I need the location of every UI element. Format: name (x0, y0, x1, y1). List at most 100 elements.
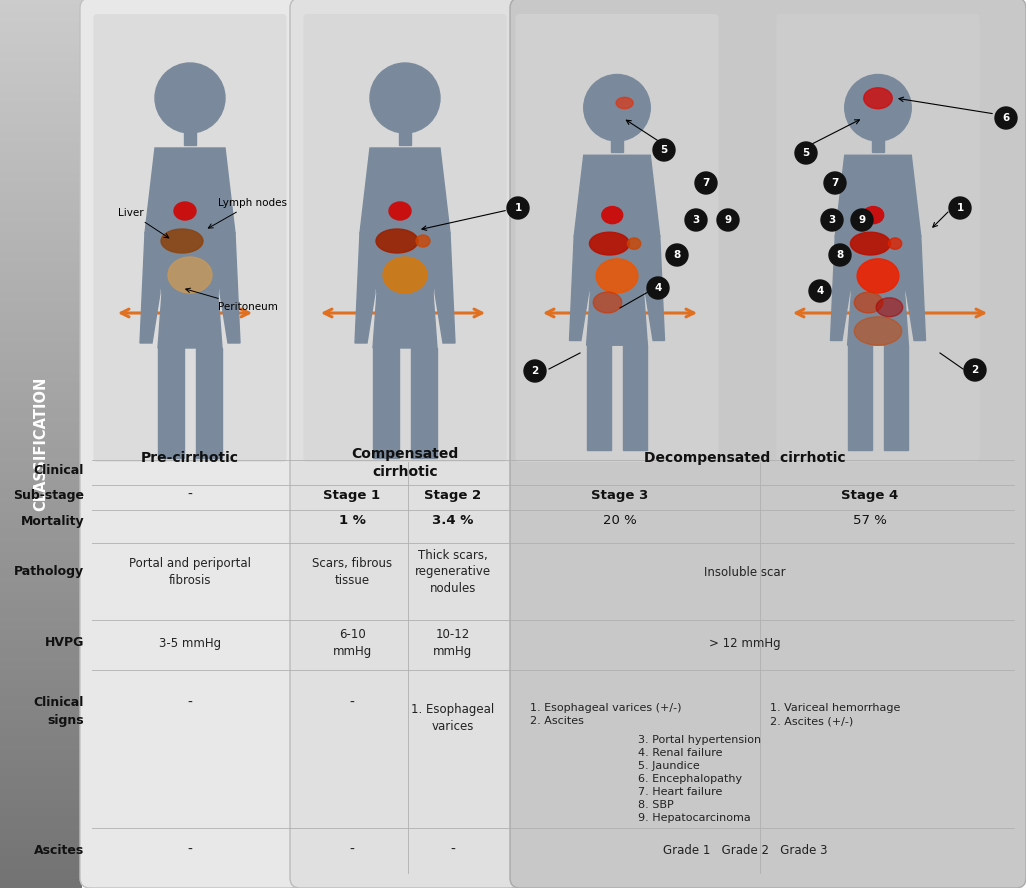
Text: Stage 2: Stage 2 (425, 488, 481, 502)
Text: -: - (188, 843, 193, 857)
Text: Decompensated  cirrhotic: Decompensated cirrhotic (644, 451, 845, 465)
Bar (0, 147, 82, 151)
Bar (0, 835, 82, 839)
Bar (872, 135, 883, 153)
Text: 2: 2 (972, 365, 979, 375)
Bar (0, 182, 82, 186)
Bar (0, 773, 82, 777)
Bar (0, 741, 82, 746)
Bar (0, 4, 82, 9)
Circle shape (695, 172, 717, 194)
Text: Stage 3: Stage 3 (591, 488, 648, 502)
Bar (399, 127, 411, 145)
Text: Grade 1   Grade 2   Grade 3: Grade 1 Grade 2 Grade 3 (663, 844, 827, 857)
Bar (0, 493, 82, 497)
Bar (0, 733, 82, 737)
Bar (0, 821, 82, 826)
Bar (0, 218, 82, 222)
Text: HVPG: HVPG (44, 637, 84, 649)
Bar (0, 71, 82, 75)
Bar (0, 586, 82, 591)
Polygon shape (575, 155, 660, 293)
Bar (0, 613, 82, 617)
Ellipse shape (855, 317, 902, 345)
Bar (0, 138, 82, 142)
Ellipse shape (593, 292, 622, 313)
Bar (0, 107, 82, 111)
Bar (0, 49, 82, 53)
Bar (0, 360, 82, 364)
Bar (0, 484, 82, 488)
Bar (0, 102, 82, 107)
Bar (0, 679, 82, 684)
Bar (0, 804, 82, 808)
Bar (0, 750, 82, 755)
Text: Lymph nodes: Lymph nodes (208, 198, 287, 228)
Circle shape (524, 360, 546, 382)
Bar (0, 724, 82, 728)
Circle shape (666, 244, 688, 266)
Polygon shape (355, 233, 374, 343)
Bar (0, 164, 82, 169)
Polygon shape (158, 293, 222, 348)
Text: Clinical: Clinical (34, 464, 84, 477)
Circle shape (824, 172, 846, 194)
Bar (0, 817, 82, 821)
Text: 1: 1 (956, 203, 963, 213)
Bar (0, 115, 82, 120)
Bar (0, 382, 82, 386)
Text: 1: 1 (514, 203, 521, 213)
Ellipse shape (161, 229, 203, 253)
Bar (0, 462, 82, 466)
Text: CLASSIFICATION: CLASSIFICATION (34, 377, 48, 511)
Bar (0, 200, 82, 204)
Bar (0, 790, 82, 795)
Bar (0, 666, 82, 670)
Text: 57 %: 57 % (853, 514, 886, 527)
Bar (0, 813, 82, 817)
Circle shape (584, 75, 650, 141)
Text: Compensated
cirrhotic: Compensated cirrhotic (351, 447, 459, 480)
Text: 1. Esophageal varices (+/-)
2. Ascites: 1. Esophageal varices (+/-) 2. Ascites (530, 703, 681, 726)
Bar (0, 852, 82, 857)
Bar (0, 582, 82, 586)
Bar (0, 781, 82, 786)
Bar (0, 111, 82, 115)
Text: > 12 mmHg: > 12 mmHg (709, 637, 781, 649)
Polygon shape (569, 236, 589, 340)
Bar (0, 719, 82, 724)
Bar (0, 768, 82, 773)
Bar (0, 693, 82, 697)
Ellipse shape (628, 238, 641, 250)
FancyBboxPatch shape (510, 0, 1026, 888)
Bar (0, 608, 82, 613)
Bar (0, 373, 82, 377)
Bar (0, 209, 82, 213)
Bar (611, 135, 623, 153)
Bar (0, 262, 82, 266)
Bar (0, 400, 82, 404)
Bar (0, 27, 82, 31)
Ellipse shape (876, 297, 903, 317)
Text: 9: 9 (859, 215, 866, 225)
Bar (0, 44, 82, 49)
Bar (0, 866, 82, 870)
Bar (0, 40, 82, 44)
Bar (0, 728, 82, 733)
Bar (0, 546, 82, 551)
Bar (0, 36, 82, 40)
Ellipse shape (889, 238, 902, 250)
Polygon shape (587, 293, 647, 345)
Bar (0, 75, 82, 80)
Text: 2: 2 (531, 366, 539, 376)
Text: Stage 1: Stage 1 (323, 488, 381, 502)
Bar (0, 142, 82, 147)
Bar (0, 688, 82, 693)
Bar (0, 289, 82, 293)
Bar (0, 635, 82, 639)
Bar (0, 404, 82, 408)
Bar (0, 320, 82, 324)
Bar (0, 435, 82, 440)
Bar (0, 653, 82, 657)
Bar (587, 345, 611, 449)
